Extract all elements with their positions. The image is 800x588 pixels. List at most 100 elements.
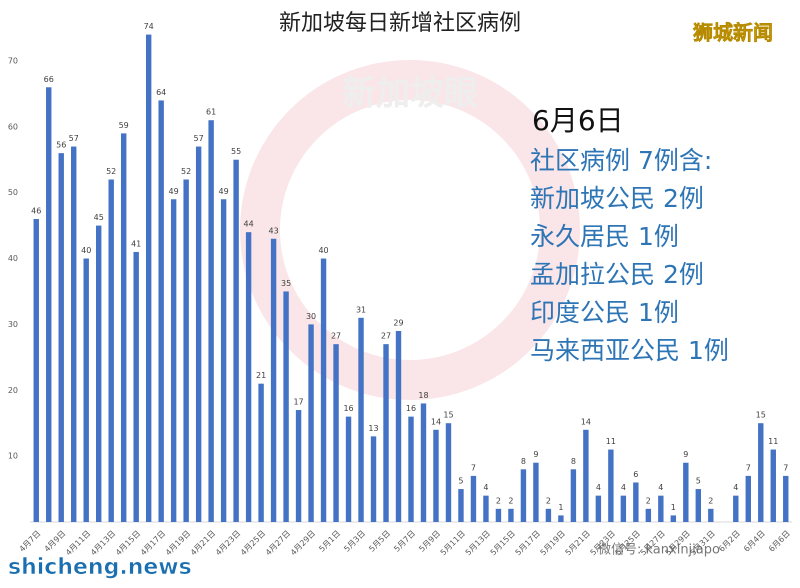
value-label: 57 [194, 134, 204, 143]
bar [708, 508, 714, 522]
bar [33, 219, 39, 522]
bar [395, 330, 402, 522]
bar [195, 146, 202, 522]
y-tick-label: 20 [8, 386, 18, 395]
value-label: 44 [244, 220, 254, 229]
value-label: 27 [381, 332, 391, 341]
bar [96, 225, 102, 522]
y-tick-label: 70 [8, 56, 18, 65]
value-label: 4 [483, 483, 488, 492]
bar [183, 179, 189, 522]
value-label: 8 [571, 457, 576, 466]
value-label: 2 [496, 496, 501, 505]
bar [145, 34, 152, 522]
bar [645, 508, 652, 522]
value-label: 7 [471, 463, 476, 472]
bar [558, 515, 564, 522]
value-label: 7 [783, 463, 788, 472]
value-label: 40 [318, 246, 328, 255]
value-label: 49 [169, 187, 179, 196]
value-label: 31 [356, 305, 366, 314]
value-label: 49 [219, 187, 229, 196]
bar [420, 403, 427, 522]
value-label: 5 [696, 477, 701, 486]
bar [683, 462, 689, 522]
bar [658, 495, 664, 522]
value-label: 14 [581, 417, 591, 426]
value-label: 30 [306, 312, 316, 321]
value-label: 9 [533, 450, 538, 459]
value-label: 4 [658, 483, 663, 492]
site: shicheng.news [8, 555, 192, 580]
bar [533, 462, 539, 522]
bar [783, 475, 789, 522]
bar [520, 469, 527, 522]
bar [370, 436, 377, 522]
value-label: 7 [746, 463, 751, 472]
watermark: 新加坡眼 [342, 74, 478, 114]
y-tick-label: 40 [8, 254, 18, 263]
value-label: 2 [546, 496, 551, 505]
bar [208, 120, 214, 523]
value-label: 1 [671, 503, 676, 512]
chart-title: 新加坡每日新增社区病例 [279, 11, 521, 36]
bar [508, 508, 514, 522]
value-label: 4 [733, 483, 738, 492]
bar [595, 495, 602, 522]
bar [308, 324, 314, 522]
bar [408, 416, 414, 522]
bar [58, 153, 64, 522]
value-label: 11 [768, 437, 778, 446]
bar [758, 423, 764, 522]
bar [270, 238, 277, 523]
bar [83, 258, 89, 522]
bar [345, 416, 352, 522]
watermark-ring [240, 60, 580, 400]
bar [108, 179, 114, 522]
value-label: 2 [508, 496, 513, 505]
value-label: 35 [281, 279, 291, 288]
value-label: 29 [393, 318, 403, 327]
value-label: 45 [94, 213, 104, 222]
bar [220, 199, 227, 522]
annotation: 永久居民 1例 [530, 222, 679, 251]
value-label: 2 [708, 496, 713, 505]
value-label: 17 [293, 398, 303, 407]
value-label: 61 [206, 108, 216, 117]
bar [46, 87, 52, 522]
value-label: 21 [256, 371, 266, 380]
bar [120, 133, 127, 523]
annotation: 6月6日 [532, 104, 624, 137]
bar [608, 449, 614, 522]
bar [433, 429, 439, 522]
bar [670, 515, 677, 522]
annotation: 孟加拉公民 2例 [530, 260, 704, 289]
value-label: 13 [368, 424, 378, 433]
logo: 狮城新闻 [693, 21, 773, 45]
value-label: 52 [106, 167, 116, 176]
value-label: 6 [633, 470, 638, 479]
bar [320, 258, 327, 522]
value-label: 52 [181, 167, 191, 176]
value-label: 59 [119, 121, 129, 130]
bar [333, 344, 339, 522]
bar [695, 489, 702, 522]
value-label: 27 [331, 332, 341, 341]
value-label: 66 [44, 75, 54, 84]
bar [470, 475, 477, 522]
value-label: 57 [69, 134, 79, 143]
value-label: 16 [343, 404, 353, 413]
value-label: 4 [596, 483, 601, 492]
bar [170, 199, 177, 522]
bar [495, 508, 502, 522]
value-label: 40 [81, 246, 91, 255]
bar [458, 489, 464, 522]
value-label: 15 [443, 411, 453, 420]
bar [633, 482, 639, 522]
value-label: 18 [418, 391, 428, 400]
bar [158, 100, 164, 522]
annotation: 社区病例 7例含: [530, 146, 712, 175]
bar [133, 251, 139, 523]
value-label: 16 [406, 404, 416, 413]
value-label: 2 [646, 496, 651, 505]
